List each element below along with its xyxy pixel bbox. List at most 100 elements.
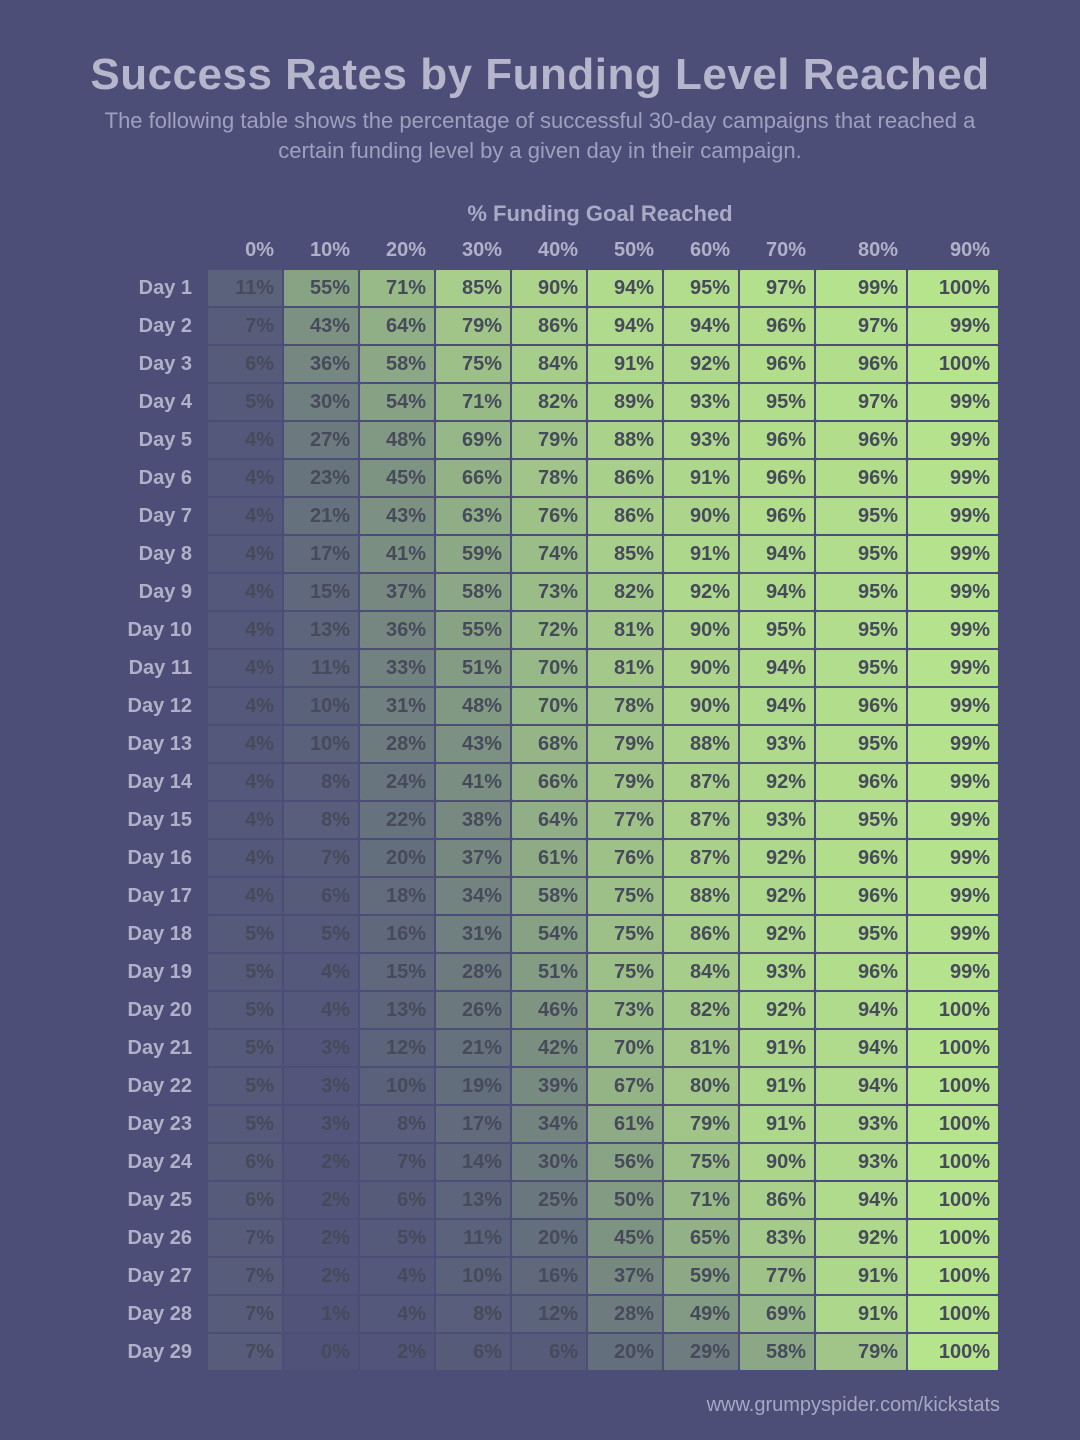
heatmap-cell: 92%: [816, 1220, 906, 1256]
heatmap-cell: 91%: [816, 1296, 906, 1332]
heatmap-cell: 14%: [436, 1144, 510, 1180]
heatmap-cell: 88%: [664, 726, 738, 762]
heatmap-cell: 99%: [908, 878, 998, 914]
heatmap-cell: 43%: [284, 308, 358, 344]
heatmap-cell: 5%: [208, 954, 282, 990]
heatmap-cell: 3%: [284, 1068, 358, 1104]
heatmap-cell: 30%: [512, 1144, 586, 1180]
heatmap-cell: 2%: [284, 1144, 358, 1180]
heatmap-cell: 31%: [436, 916, 510, 952]
heatmap-cell: 84%: [512, 346, 586, 382]
heatmap-cell: 78%: [588, 688, 662, 724]
heatmap-cell: 28%: [436, 954, 510, 990]
heatmap-cell: 70%: [512, 650, 586, 686]
heatmap-cell: 93%: [664, 384, 738, 420]
heatmap-cell: 46%: [512, 992, 586, 1028]
heatmap-cell: 91%: [664, 536, 738, 572]
heatmap-cell: 2%: [360, 1334, 434, 1370]
heatmap-cell: 34%: [512, 1106, 586, 1142]
heatmap-cell: 7%: [284, 840, 358, 876]
heatmap-cell: 82%: [588, 574, 662, 610]
heatmap-cell: 80%: [664, 1068, 738, 1104]
heatmap-cell: 5%: [208, 384, 282, 420]
heatmap-cell: 69%: [740, 1296, 814, 1332]
heatmap-cell: 99%: [908, 954, 998, 990]
heatmap-cell: 36%: [284, 346, 358, 382]
heatmap-cell: 94%: [740, 650, 814, 686]
column-header: 10%: [284, 237, 358, 268]
heatmap-cell: 88%: [588, 422, 662, 458]
heatmap-cell: 4%: [208, 688, 282, 724]
row-header: Day 21: [82, 1030, 206, 1066]
heatmap-cell: 81%: [588, 612, 662, 648]
heatmap-cell: 100%: [908, 1068, 998, 1104]
heatmap-cell: 45%: [360, 460, 434, 496]
heatmap-cell: 95%: [816, 574, 906, 610]
heatmap-cell: 5%: [360, 1220, 434, 1256]
heatmap-cell: 27%: [284, 422, 358, 458]
row-header: Day 12: [82, 688, 206, 724]
heatmap-cell: 66%: [436, 460, 510, 496]
heatmap-cell: 6%: [208, 1182, 282, 1218]
heatmap-cell: 95%: [816, 498, 906, 534]
heatmap-cell: 13%: [360, 992, 434, 1028]
heatmap-cell: 86%: [588, 498, 662, 534]
table-row: Day 45%30%54%71%82%89%93%95%97%99%: [82, 384, 998, 420]
heatmap-cell: 20%: [588, 1334, 662, 1370]
heatmap-cell: 99%: [908, 460, 998, 496]
heatmap-cell: 37%: [436, 840, 510, 876]
column-header: 20%: [360, 237, 434, 268]
heatmap-cell: 87%: [664, 840, 738, 876]
heatmap-cell: 85%: [588, 536, 662, 572]
table-row: Day 225%3%10%19%39%67%80%91%94%100%: [82, 1068, 998, 1104]
heatmap-cell: 94%: [588, 270, 662, 306]
heatmap-cell: 93%: [816, 1144, 906, 1180]
heatmap-cell: 24%: [360, 764, 434, 800]
heatmap-cell: 45%: [588, 1220, 662, 1256]
heatmap-cell: 4%: [208, 536, 282, 572]
heatmap-cell: 4%: [284, 954, 358, 990]
heatmap-cell: 12%: [512, 1296, 586, 1332]
heatmap-cell: 58%: [360, 346, 434, 382]
heatmap-cell: 54%: [360, 384, 434, 420]
heatmap-cell: 96%: [816, 688, 906, 724]
heatmap-cell: 6%: [208, 346, 282, 382]
heatmap-cell: 5%: [208, 916, 282, 952]
column-header: 50%: [588, 237, 662, 268]
heatmap-cell: 6%: [512, 1334, 586, 1370]
heatmap-cell: 8%: [284, 764, 358, 800]
table-row: Day 195%4%15%28%51%75%84%93%96%99%: [82, 954, 998, 990]
heatmap-cell: 76%: [588, 840, 662, 876]
heatmap-cell: 13%: [436, 1182, 510, 1218]
heatmap-cell: 23%: [284, 460, 358, 496]
heatmap-cell: 71%: [360, 270, 434, 306]
heatmap-cell: 92%: [740, 764, 814, 800]
table-row: Day 174%6%18%34%58%75%88%92%96%99%: [82, 878, 998, 914]
heatmap-cell: 4%: [208, 878, 282, 914]
row-header: Day 13: [82, 726, 206, 762]
heatmap-cell: 90%: [664, 688, 738, 724]
row-header: Day 6: [82, 460, 206, 496]
table-row: Day 154%8%22%38%64%77%87%93%95%99%: [82, 802, 998, 838]
table-row: Day 64%23%45%66%78%86%91%96%96%99%: [82, 460, 998, 496]
heatmap-cell: 83%: [740, 1220, 814, 1256]
heatmap-cell: 96%: [816, 346, 906, 382]
heatmap-cell: 16%: [512, 1258, 586, 1294]
row-header: Day 24: [82, 1144, 206, 1180]
page-title: Success Rates by Funding Level Reached: [70, 50, 1010, 100]
heatmap-cell: 3%: [284, 1106, 358, 1142]
heatmap-cell: 100%: [908, 1030, 998, 1066]
heatmap-cell: 91%: [664, 460, 738, 496]
heatmap-cell: 37%: [360, 574, 434, 610]
heatmap-cell: 2%: [284, 1220, 358, 1256]
heatmap-table: 0%10%20%30%40%50%60%70%80%90% Day 111%55…: [80, 235, 1000, 1372]
heatmap-cell: 7%: [208, 1258, 282, 1294]
heatmap-cell: 68%: [512, 726, 586, 762]
heatmap-cell: 29%: [664, 1334, 738, 1370]
heatmap-cell: 95%: [816, 802, 906, 838]
heatmap-cell: 59%: [436, 536, 510, 572]
column-header: 30%: [436, 237, 510, 268]
heatmap-cell: 100%: [908, 1106, 998, 1142]
heatmap-cell: 5%: [208, 1030, 282, 1066]
heatmap-cell: 55%: [436, 612, 510, 648]
